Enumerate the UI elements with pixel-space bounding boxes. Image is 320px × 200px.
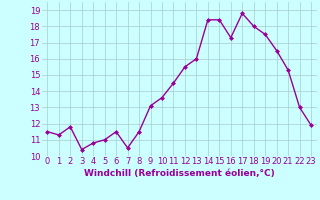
X-axis label: Windchill (Refroidissement éolien,°C): Windchill (Refroidissement éolien,°C) bbox=[84, 169, 275, 178]
